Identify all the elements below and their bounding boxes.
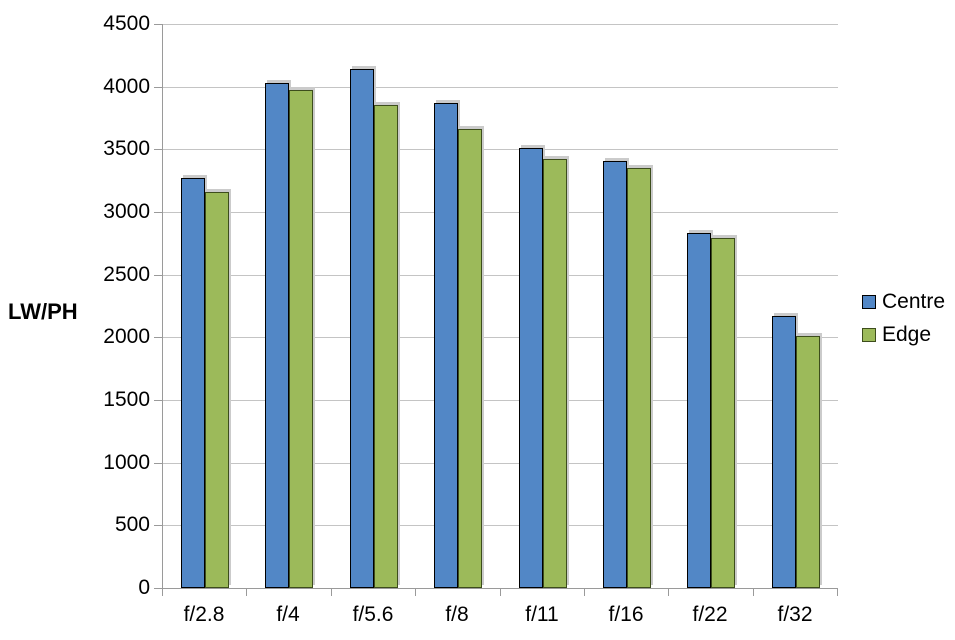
x-axis-tick: [162, 589, 163, 596]
x-axis-category-label: f/2.8: [183, 603, 225, 626]
y-axis-tick: [154, 212, 162, 213]
bar-edge-f28: [205, 192, 229, 588]
bar-centre-f11: [519, 148, 543, 588]
y-axis-tick-label: 1000: [103, 451, 150, 474]
bar-edge-f16: [627, 168, 651, 588]
bar-edge-f32: [796, 336, 820, 588]
gridline: [163, 275, 838, 276]
bar-centre-f56: [350, 69, 374, 588]
y-axis-title: LW/PH: [8, 299, 78, 324]
y-axis-tick-label: 1500: [103, 388, 150, 411]
x-axis-tick: [500, 589, 501, 596]
bar-centre-f32: [772, 316, 796, 588]
legend-item-edge: Edge: [862, 324, 945, 346]
x-axis-category-label: f/8: [445, 603, 469, 626]
y-axis-tick: [154, 463, 162, 464]
y-axis-tick-label: 0: [138, 576, 150, 599]
gridline: [163, 149, 838, 150]
bar-edge-f11: [543, 159, 567, 588]
plot-area: [162, 24, 838, 589]
bar-centre-f22: [687, 233, 711, 588]
x-axis-tick: [584, 589, 585, 596]
legend-item-centre: Centre: [862, 291, 945, 313]
y-axis-tick: [154, 525, 162, 526]
legend-label-centre: Centre: [882, 290, 946, 313]
legend: Centre Edge: [862, 291, 945, 346]
gridline: [163, 337, 838, 338]
y-axis-tick: [154, 24, 162, 25]
y-axis-tick: [154, 275, 162, 276]
y-axis-tick-label: 2000: [103, 325, 150, 348]
x-axis-tick: [331, 589, 332, 596]
y-axis-tick: [154, 87, 162, 88]
bar-edge-f56: [374, 105, 398, 588]
x-axis-tick: [668, 589, 669, 596]
x-axis-tick: [753, 589, 754, 596]
x-axis-category-label: f/32: [777, 603, 813, 626]
y-axis-tick-label: 4000: [103, 75, 150, 98]
legend-swatch-centre-icon: [862, 295, 876, 309]
bar-edge-f8: [458, 129, 482, 588]
gridline: [163, 24, 838, 25]
legend-label-edge: Edge: [882, 323, 932, 346]
x-axis-category-label: f/11: [525, 603, 559, 626]
y-axis-tick: [154, 588, 162, 589]
gridline: [163, 400, 838, 401]
y-axis-tick-label: 500: [114, 513, 150, 536]
x-axis-tick: [415, 589, 416, 596]
gridline: [163, 525, 838, 526]
legend-swatch-edge-icon: [862, 328, 876, 342]
bar-centre-f16: [603, 161, 627, 588]
x-axis-category-label: f/16: [608, 603, 644, 626]
y-axis-tick: [154, 337, 162, 338]
y-axis-tick-label: 2500: [103, 263, 150, 286]
bar-centre-f4: [265, 83, 289, 588]
bar-centre-f28: [181, 178, 205, 588]
x-axis-category-label: f/22: [692, 603, 728, 626]
y-axis-tick-label: 3000: [103, 200, 150, 223]
gridline: [163, 212, 838, 213]
y-axis-tick-label: 4500: [103, 12, 150, 35]
bar-edge-f22: [711, 238, 735, 588]
x-axis-category-label: f/5.6: [352, 603, 394, 626]
bar-edge-f4: [289, 90, 313, 588]
gridline: [163, 463, 838, 464]
y-axis-tick: [154, 149, 162, 150]
y-axis-tick-label: 3500: [103, 137, 150, 160]
x-axis-tick: [837, 589, 838, 596]
y-axis-tick: [154, 400, 162, 401]
x-axis-category-label: f/4: [276, 603, 300, 626]
x-axis-tick: [246, 589, 247, 596]
bar-centre-f8: [434, 103, 458, 588]
gridline: [163, 87, 838, 88]
